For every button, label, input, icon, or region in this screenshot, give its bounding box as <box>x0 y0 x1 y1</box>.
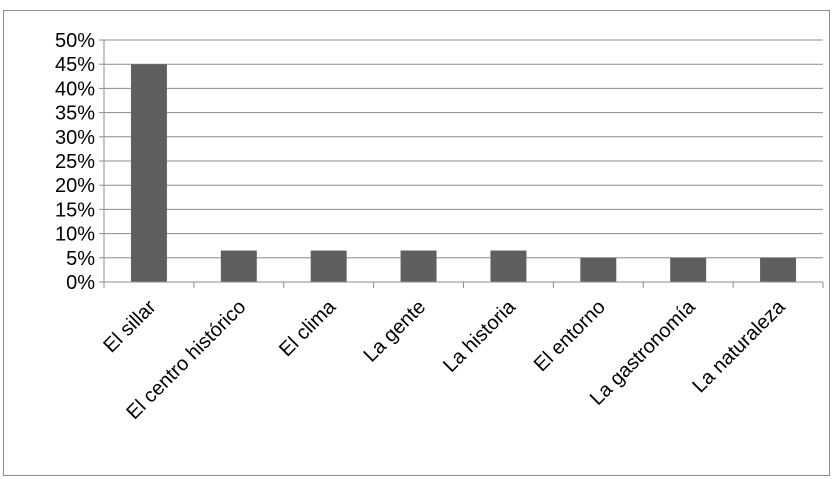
y-tick-label: 25% <box>55 151 95 173</box>
y-tick-label: 35% <box>55 103 95 125</box>
x-category-label: El clima <box>275 295 341 361</box>
x-category-label: La gente <box>359 296 430 367</box>
y-tick-label: 20% <box>55 175 95 197</box>
y-tick-label: 40% <box>55 78 95 100</box>
gridlines <box>104 39 823 283</box>
bar <box>130 64 167 282</box>
y-tick-label: 45% <box>55 54 95 76</box>
bars <box>130 64 797 282</box>
x-category-label: La historia <box>439 295 520 376</box>
bar <box>760 257 797 282</box>
bar <box>580 257 617 282</box>
axes <box>99 39 824 288</box>
bar <box>670 257 707 282</box>
x-category-label: La naturaleza <box>688 295 790 397</box>
x-category-label: El entorno <box>530 296 610 376</box>
bar <box>490 250 527 282</box>
y-tick-label: 50% <box>55 30 95 52</box>
y-tick-label: 30% <box>55 127 95 149</box>
y-tick-label: 10% <box>55 224 95 246</box>
y-tick-labels: 0%5%10% 15%20%25%30%35% 40%45%50% <box>55 30 95 294</box>
bar <box>220 250 257 282</box>
y-tick-label: 0% <box>66 272 95 294</box>
x-category-label: El sillar <box>99 296 160 357</box>
y-tick-label: 5% <box>66 248 95 270</box>
bar <box>400 250 437 282</box>
bar <box>310 250 347 282</box>
y-tick-label: 15% <box>55 199 95 221</box>
